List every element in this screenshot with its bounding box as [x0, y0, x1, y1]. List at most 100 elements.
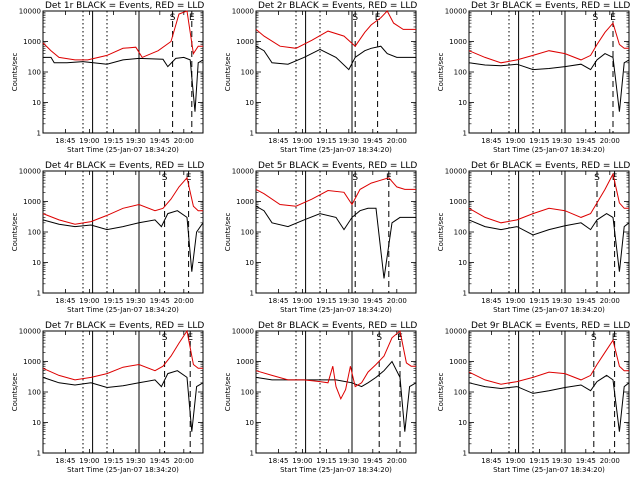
y-tick-label: 10000 [19, 328, 41, 336]
y-tick-label: 100 [241, 389, 254, 397]
series-line [42, 176, 203, 225]
x-tick-label: 19:15 [316, 297, 336, 305]
chart-panel: Det 5r BLACK = Events, RED = LLD 1 10 100 10… [224, 161, 417, 314]
y-tick-label: 10000 [445, 8, 467, 16]
x-tick-label: 20:00 [387, 297, 407, 305]
x-tick-label: 19:15 [316, 137, 336, 145]
y-tick-label: 1000 [449, 198, 467, 206]
x-tick-label: 20:00 [387, 457, 407, 465]
panel-title: Det 9r BLACK = Events, RED = LLD [471, 321, 630, 331]
y-tick-label: 10 [245, 419, 254, 427]
chart-panel: Det 3r BLACK = Events, RED = LLD 1 10 100 10… [437, 1, 630, 154]
x-axis-label: Start Time (25-Jan-07 18:34:20) [67, 466, 179, 474]
plot-frame [255, 170, 417, 294]
series-line [255, 177, 416, 207]
x-tick-label: 20:00 [600, 297, 620, 305]
y-tick-label: 100 [241, 69, 254, 77]
plot-frame [255, 10, 417, 134]
x-tick-label: 18:45 [268, 297, 288, 305]
x-tick-label: 18:45 [481, 457, 501, 465]
x-tick-label: 19:00 [505, 137, 525, 145]
y-tick-label: 100 [454, 389, 467, 397]
x-tick-label: 19:15 [103, 457, 123, 465]
y-tick-label: 100 [454, 229, 467, 237]
x-axis-label: Start Time (25-Jan-07 18:34:20) [67, 306, 179, 314]
series-line [42, 210, 204, 272]
plot-frame [42, 10, 204, 134]
y-tick-label: 1000 [23, 358, 41, 366]
y-tick-label: 1000 [23, 38, 41, 46]
x-tick-label: 19:45 [150, 137, 170, 145]
x-tick-label: 19:45 [576, 137, 596, 145]
y-tick-label: 10 [32, 259, 41, 267]
series-line [42, 370, 204, 432]
x-tick-label: 19:30 [552, 297, 572, 305]
x-tick-label: 19:45 [363, 137, 383, 145]
marker-label: E [189, 13, 195, 23]
panel-title: Det 1r BLACK = Events, RED = LLD [45, 1, 204, 11]
series-line [255, 360, 417, 432]
plot-frame [468, 330, 630, 454]
x-tick-label: 19:45 [363, 457, 383, 465]
y-tick-label: 10000 [232, 8, 254, 16]
x-tick-label: 19:30 [126, 137, 146, 145]
marker-label: S [162, 173, 168, 183]
chart-panel: Det 1r BLACK = Events, RED = LLD 1 10 100 10… [11, 1, 204, 154]
y-axis-label: Counts/sec [224, 213, 232, 252]
x-tick-label: 19:45 [150, 297, 170, 305]
x-tick-label: 19:00 [505, 297, 525, 305]
x-tick-label: 19:00 [292, 297, 312, 305]
x-tick-label: 20:00 [600, 457, 620, 465]
x-tick-label: 19:00 [79, 137, 99, 145]
y-tick-label: 1000 [449, 358, 467, 366]
series-line [468, 22, 629, 64]
series-line [468, 374, 630, 432]
plot-frame [255, 330, 417, 454]
x-tick-label: 19:15 [529, 297, 549, 305]
y-tick-label: 1 [250, 450, 254, 458]
y-tick-label: 100 [28, 389, 41, 397]
x-tick-label: 18:45 [55, 297, 75, 305]
x-tick-label: 20:00 [174, 137, 194, 145]
y-tick-label: 1000 [449, 38, 467, 46]
panel-title: Det 4r BLACK = Events, RED = LLD [45, 161, 204, 171]
series-line [468, 53, 630, 112]
y-tick-label: 10000 [232, 328, 254, 336]
marker-label: S [376, 333, 382, 343]
chart-panel: Det 9r BLACK = Events, RED = LLD 1 10 100 10… [437, 321, 630, 474]
y-tick-label: 10 [32, 419, 41, 427]
y-tick-label: 10 [245, 99, 254, 107]
x-tick-label: 18:45 [268, 457, 288, 465]
x-tick-label: 19:00 [292, 457, 312, 465]
y-tick-label: 1000 [236, 38, 254, 46]
y-axis-label: Counts/sec [11, 373, 19, 412]
y-tick-label: 100 [454, 69, 467, 77]
x-tick-label: 18:45 [481, 137, 501, 145]
y-tick-label: 10 [245, 259, 254, 267]
x-axis-label: Start Time (25-Jan-07 18:34:20) [493, 466, 605, 474]
x-tick-label: 19:45 [576, 297, 596, 305]
y-tick-label: 1 [37, 450, 41, 458]
y-tick-label: 10000 [445, 328, 467, 336]
y-tick-label: 10000 [19, 168, 41, 176]
marker-label: E [186, 173, 192, 183]
x-tick-label: 19:15 [529, 457, 549, 465]
chart-panel: Det 4r BLACK = Events, RED = LLD 1 10 100 10… [11, 161, 204, 314]
y-tick-label: 1000 [236, 358, 254, 366]
y-tick-label: 1 [463, 130, 467, 138]
marker-label: S [170, 13, 176, 23]
marker-label: E [612, 333, 618, 343]
x-tick-label: 19:15 [103, 137, 123, 145]
y-tick-label: 10000 [445, 168, 467, 176]
y-tick-label: 1 [250, 130, 254, 138]
y-axis-label: Counts/sec [11, 53, 19, 92]
x-tick-label: 20:00 [174, 297, 194, 305]
x-tick-label: 19:00 [79, 457, 99, 465]
marker-label: S [352, 173, 358, 183]
x-tick-label: 19:15 [316, 457, 336, 465]
panel-title: Det 7r BLACK = Events, RED = LLD [45, 321, 204, 331]
panel-title: Det 5r BLACK = Events, RED = LLD [258, 161, 417, 171]
x-tick-label: 19:15 [529, 137, 549, 145]
x-tick-label: 20:00 [174, 457, 194, 465]
